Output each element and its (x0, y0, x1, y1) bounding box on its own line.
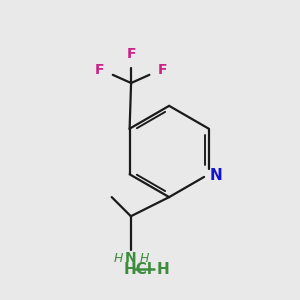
Text: H: H (114, 252, 123, 265)
Text: N: N (209, 168, 222, 183)
Text: F: F (158, 63, 167, 77)
Text: HCl: HCl (124, 262, 153, 277)
Text: F: F (126, 47, 136, 61)
Text: H: H (157, 262, 169, 277)
Text: H: H (140, 252, 149, 265)
Text: N: N (125, 251, 137, 266)
Text: F: F (95, 63, 104, 77)
